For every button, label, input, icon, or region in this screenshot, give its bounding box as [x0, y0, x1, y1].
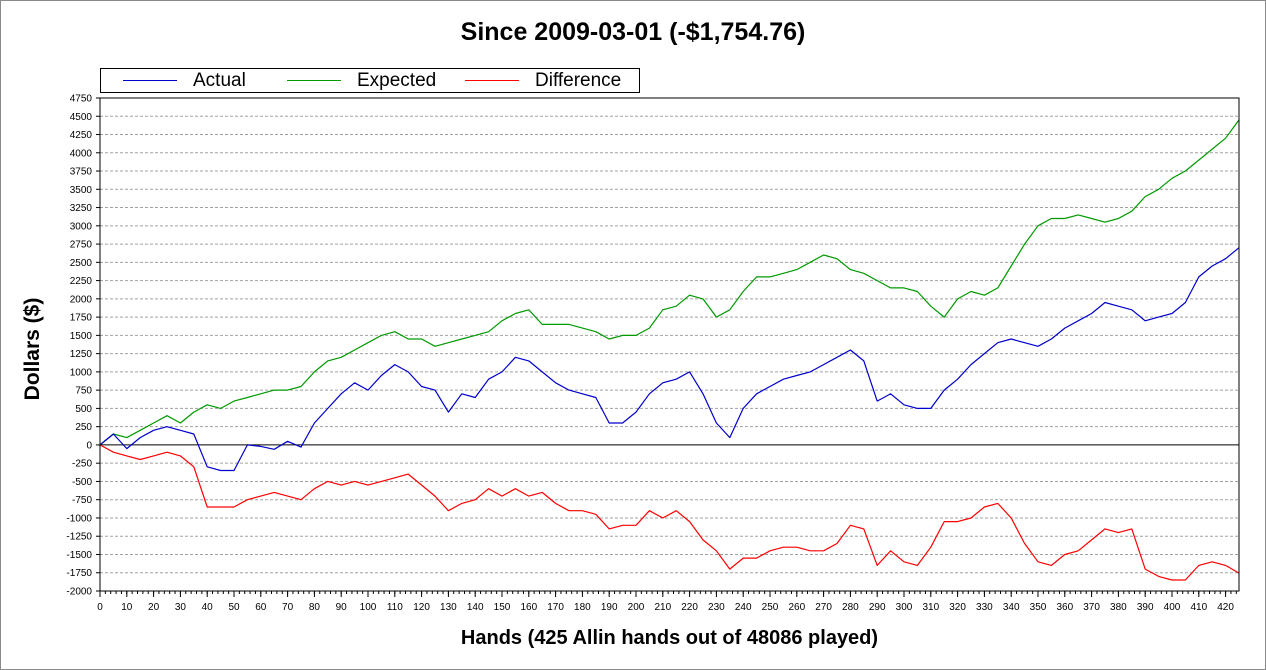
y-tick-label: 4000 [70, 148, 93, 159]
x-tick-label: 190 [601, 602, 618, 613]
y-tick-label: 1000 [70, 367, 93, 378]
x-tick-label: 160 [520, 602, 537, 613]
y-tick-label: 500 [75, 404, 92, 415]
y-tick-label: -1500 [66, 550, 92, 561]
x-tick-label: 100 [360, 602, 377, 613]
legend-label-expected: Expected [357, 69, 437, 91]
y-tick-label: 2500 [70, 258, 93, 269]
y-tick-label: 750 [75, 386, 92, 397]
x-tick-label: 370 [1083, 602, 1100, 613]
x-tick-label: 290 [869, 602, 886, 613]
x-tick-label: 10 [121, 602, 133, 613]
series-line-actual [99, 247, 1240, 472]
x-tick-label: 410 [1190, 602, 1207, 613]
x-tick-label: 150 [494, 602, 511, 613]
y-tick-label: -1250 [66, 532, 92, 543]
y-tick-label: 3500 [70, 185, 93, 196]
legend: Actual Expected Difference [100, 68, 640, 93]
y-tick-label: 4500 [70, 112, 93, 123]
x-tick-label: 70 [282, 602, 294, 613]
x-tick-label: 330 [976, 602, 993, 613]
plot-border [99, 97, 1240, 592]
x-tick-label: 240 [735, 602, 752, 613]
x-tick-label: 80 [309, 602, 321, 613]
x-tick-label: 130 [440, 602, 457, 613]
legend-label-difference: Difference [535, 69, 622, 91]
x-tick-label: 180 [574, 602, 591, 613]
x-tick-label: 60 [255, 602, 267, 613]
y-tick-label: 1500 [70, 331, 93, 342]
y-tick-label: 4250 [70, 130, 93, 141]
y-tick-label: 3750 [70, 167, 93, 178]
legend-label-actual: Actual [193, 69, 246, 91]
y-tick-label: -1000 [66, 513, 92, 524]
x-tick-label: 340 [1003, 602, 1020, 613]
x-tick-label: 310 [922, 602, 939, 613]
y-tick-label: 3250 [70, 203, 93, 214]
legend-item-difference: Difference [465, 69, 621, 92]
y-tick-label: 250 [75, 422, 92, 433]
y-tick-label: -2000 [66, 587, 92, 598]
x-tick-label: 110 [387, 602, 403, 613]
series-line-expected [99, 119, 1240, 446]
y-tick-label: 2250 [70, 276, 93, 287]
x-tick-label: 120 [413, 602, 430, 613]
y-tick-label: 0 [86, 440, 92, 451]
y-tick-label: 4750 [70, 94, 93, 105]
x-tick-label: 200 [628, 602, 645, 613]
x-tick-label: 40 [202, 602, 214, 613]
legend-swatch-difference [465, 80, 519, 81]
y-tick-label: 3000 [70, 221, 93, 232]
x-tick-label: 260 [788, 602, 805, 613]
y-tick-label: -250 [72, 459, 92, 470]
x-tick-label: 350 [1030, 602, 1047, 613]
x-tick-label: 170 [547, 602, 564, 613]
x-tick-label: 140 [467, 602, 484, 613]
legend-swatch-expected [287, 80, 341, 81]
series-line-difference [99, 444, 1240, 581]
y-tick-label: -500 [72, 477, 92, 488]
x-tick-label: 250 [762, 602, 779, 613]
x-tick-label: 390 [1137, 602, 1154, 613]
x-axis-label: Hands (425 Allin hands out of 48086 play… [460, 627, 879, 649]
x-tick-label: 220 [681, 602, 698, 613]
x-tick-label: 0 [97, 602, 103, 613]
x-tick-label: 30 [175, 602, 187, 613]
y-tick-label: 1750 [70, 313, 93, 324]
x-tick-label: 280 [842, 602, 859, 613]
y-tick-label: -1750 [66, 568, 92, 579]
x-tick-label: 90 [336, 602, 348, 613]
x-tick-label: 320 [949, 602, 966, 613]
legend-swatch-actual [123, 80, 177, 81]
y-tick-label: 2750 [70, 240, 93, 251]
x-tick-label: 420 [1217, 602, 1234, 613]
y-tick-label: 2000 [70, 294, 93, 305]
y-tick-label: -750 [72, 495, 92, 506]
grid [100, 97, 1239, 592]
x-tick-label: 400 [1164, 602, 1181, 613]
series-layer [99, 119, 1240, 581]
x-tick-label: 20 [148, 602, 160, 613]
x-tick-label: 210 [654, 602, 671, 613]
y-tick-label: 1250 [70, 349, 93, 360]
plot-area [100, 98, 1239, 591]
x-tick-label: 380 [1110, 602, 1127, 613]
x-tick-label: 300 [896, 602, 913, 613]
legend-item-actual: Actual [123, 69, 246, 92]
x-tick-label: 230 [708, 602, 725, 613]
x-tick-label: 360 [1056, 602, 1073, 613]
legend-item-expected: Expected [287, 69, 436, 92]
axes: 4750450042504000375035003250300027502500… [66, 94, 1240, 613]
x-tick-label: 270 [815, 602, 832, 613]
x-tick-label: 50 [228, 602, 240, 613]
chart-title: Since 2009-03-01 (-$1,754.76) [460, 18, 806, 46]
